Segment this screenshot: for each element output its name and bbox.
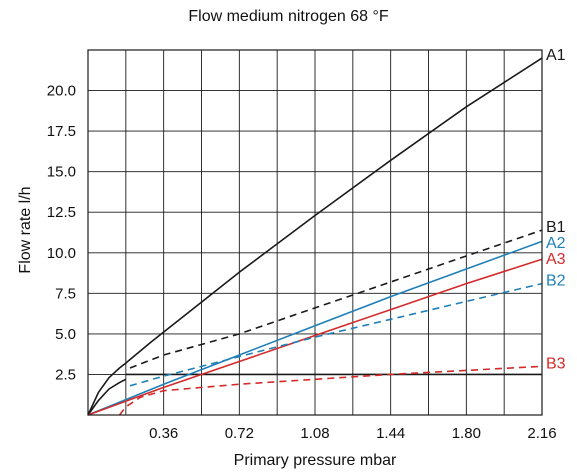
series-label-b1: B1 — [546, 219, 566, 236]
series-label-a2: A2 — [546, 235, 566, 252]
series-line-b2 — [129, 282, 543, 387]
series-label-b2: B2 — [546, 273, 566, 290]
y-tick-label: 7.5 — [55, 285, 76, 302]
x-tick-label: 1.44 — [376, 425, 405, 442]
series-line-a3 — [87, 258, 543, 416]
y-tick-label: 15.0 — [47, 164, 76, 181]
series-lines — [87, 57, 543, 416]
y-tick-labels: 2.5 5.0 7.5 10.0 12.5 15.0 17.5 20.0 — [47, 83, 76, 384]
y-tick-label: 12.5 — [47, 204, 76, 221]
x-tick-label: 0.36 — [149, 425, 178, 442]
x-tick-label: 1.08 — [300, 425, 329, 442]
series-line-b1 — [129, 229, 543, 369]
series-label-b3: B3 — [546, 355, 566, 372]
series-line-a2 — [87, 240, 543, 416]
series-label-a3: A3 — [546, 251, 566, 268]
y-tick-label: 10.0 — [47, 245, 76, 262]
y-tick-label: 17.5 — [47, 123, 76, 140]
x-axis-label: Primary pressure mbar — [233, 452, 397, 469]
chart-title: Flow medium nitrogen 68 °F — [188, 8, 389, 25]
x-tick-label: 1.80 — [452, 425, 481, 442]
series-label-a1: A1 — [546, 47, 566, 64]
y-tick-label: 5.0 — [55, 326, 76, 343]
x-tick-label: 2.16 — [527, 425, 556, 442]
y-tick-label: 20.0 — [47, 83, 76, 100]
grid — [88, 49, 543, 415]
series-line-a1 — [87, 57, 543, 416]
plot-frame — [87, 49, 543, 416]
series-line-b3 — [118, 365, 543, 416]
A1-lower-branch — [87, 378, 127, 416]
x-tick-label: 0.72 — [225, 425, 254, 442]
x-tick-labels: 0.36 0.72 1.08 1.44 1.80 2.16 — [149, 425, 557, 442]
y-tick-label: 2.5 — [55, 366, 76, 383]
